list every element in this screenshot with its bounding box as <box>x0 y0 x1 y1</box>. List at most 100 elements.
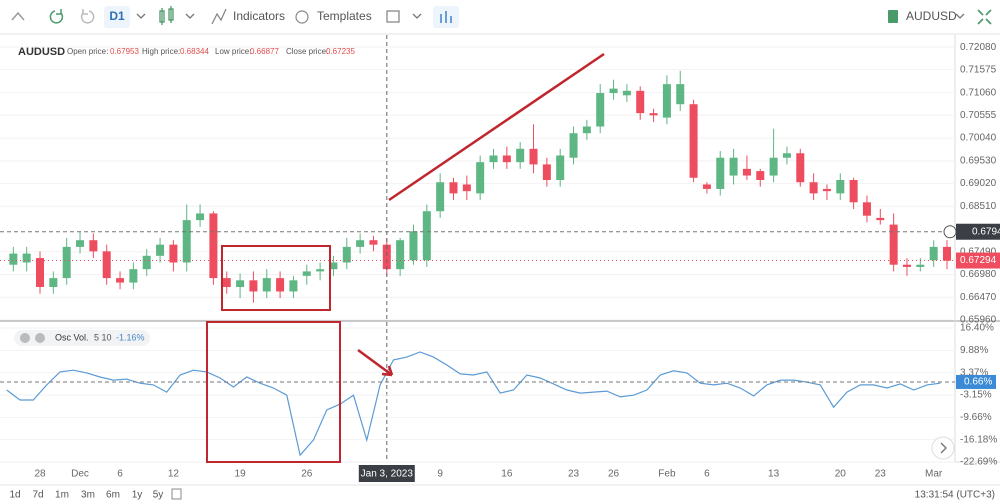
legend-label: Open price: <box>67 47 108 56</box>
candle-body <box>49 278 58 288</box>
candle-body <box>476 162 485 194</box>
candle-body <box>449 182 458 194</box>
dropdown-arrow[interactable] <box>185 13 195 19</box>
candle-body <box>382 244 391 270</box>
candle-body <box>169 244 178 263</box>
candle-body <box>222 278 231 288</box>
candle-body <box>62 246 71 279</box>
price-tick-label: 0.72080 <box>960 42 997 53</box>
indicators-button[interactable]: Indicators <box>233 9 285 23</box>
legend-value: 0.67953 <box>110 47 139 56</box>
templates-icon <box>295 10 309 24</box>
crosshair-price: 0.67940 <box>972 226 1000 237</box>
oscillator-tick-label: -22.69% <box>960 457 997 468</box>
candle-body <box>809 182 818 194</box>
indicator-settings[interactable] <box>35 333 45 343</box>
indicators-icon <box>211 8 227 25</box>
candle-body <box>342 246 351 263</box>
candle-body <box>782 153 791 158</box>
candle-body <box>289 280 298 292</box>
oscillator-tick-label: 3.37% <box>960 367 988 378</box>
candle-body <box>556 155 565 181</box>
oscillator-tick-label: 9.88% <box>960 345 988 356</box>
range-button[interactable]: 7d <box>32 490 43 501</box>
legend-label: High price: <box>142 47 180 56</box>
candle-body <box>36 258 45 288</box>
remove-indicator[interactable] <box>20 333 30 343</box>
price-tick-label: 0.70555 <box>960 110 997 121</box>
candle-body <box>462 184 471 192</box>
time-tick-label: 20 <box>835 469 847 480</box>
candle-body <box>182 220 191 263</box>
range-button[interactable]: 1y <box>132 490 143 501</box>
oscillator-tick-label: -3.15% <box>960 390 992 401</box>
time-tick-label: Feb <box>658 469 676 480</box>
time-tick-label: 19 <box>235 469 247 480</box>
clock: 13:31:54 (UTC+3) <box>915 490 995 501</box>
candle-body <box>822 188 831 192</box>
undo-button[interactable] <box>49 9 64 24</box>
redo-button[interactable] <box>80 9 95 24</box>
candle-body <box>516 148 525 163</box>
candle-body <box>636 90 645 114</box>
oscillator-legend <box>14 330 150 346</box>
price-tick-label: 0.66470 <box>960 292 997 303</box>
scroll-right-button[interactable] <box>931 436 955 460</box>
fullscreen-button[interactable] <box>977 9 992 25</box>
candle-body <box>662 84 671 118</box>
time-tick-label: 16 <box>501 469 513 480</box>
range-button[interactable]: 6m <box>106 490 120 501</box>
range-button[interactable]: 1m <box>55 490 69 501</box>
time-tick-label: 6 <box>117 469 123 480</box>
last-price-badge <box>956 252 1000 269</box>
dropdown-arrow[interactable] <box>136 13 146 19</box>
candle-body <box>76 240 85 247</box>
crosshair-date: Jan 3, 2023 <box>361 469 414 480</box>
time-tick-label: 23 <box>875 469 887 480</box>
oscillator-params: 5 10 <box>94 332 112 342</box>
candle-body <box>329 262 338 270</box>
oscillator-line <box>6 351 941 457</box>
time-tick-label: 23 <box>568 469 580 480</box>
candle-body <box>849 180 858 203</box>
candle-body <box>582 126 591 134</box>
price-tick-label: 0.69530 <box>960 155 997 166</box>
crosshair-add-button[interactable] <box>943 225 957 239</box>
dropdown-arrow[interactable] <box>412 13 422 19</box>
time-tick-label: 13 <box>768 469 780 480</box>
candle-body <box>529 148 538 165</box>
last-value: 0.66% <box>964 377 992 388</box>
candle-body <box>689 104 698 178</box>
candle-body <box>236 280 245 288</box>
timeframe-button[interactable] <box>104 6 130 28</box>
price-tick-label: 0.66980 <box>960 269 997 280</box>
candle-body <box>396 240 405 270</box>
range-button[interactable]: 1d <box>9 490 20 501</box>
volume-icon <box>440 11 452 23</box>
candle-body <box>889 224 898 265</box>
candle-body <box>489 155 498 163</box>
last-price: 0.67294 <box>960 255 997 266</box>
range-button[interactable]: 5y <box>153 490 164 501</box>
range-button[interactable]: 3m <box>81 490 95 501</box>
candle-body <box>742 168 751 176</box>
date-range-button[interactable] <box>171 488 182 500</box>
legend-value: 0.67235 <box>326 47 355 56</box>
candle-body <box>836 180 845 194</box>
dropdown-arrow[interactable] <box>955 13 965 19</box>
symbol-selector[interactable]: AUDUSD <box>906 9 957 23</box>
candle-body <box>422 211 431 261</box>
price-tick-label: 0.67490 <box>960 246 997 257</box>
candle-body <box>622 90 631 96</box>
collapse-button[interactable] <box>11 11 25 21</box>
calendar-button[interactable] <box>386 10 400 23</box>
chart-type-button[interactable] <box>159 6 174 25</box>
oscillator-name: Osc Vol. <box>55 332 89 342</box>
candle-body <box>276 278 285 292</box>
last-value-badge <box>956 374 996 389</box>
legend-label: Close price: <box>286 47 328 56</box>
templates-button[interactable]: Templates <box>317 9 372 23</box>
candle-body <box>569 133 578 158</box>
legend-value: 0.66877 <box>250 47 279 56</box>
